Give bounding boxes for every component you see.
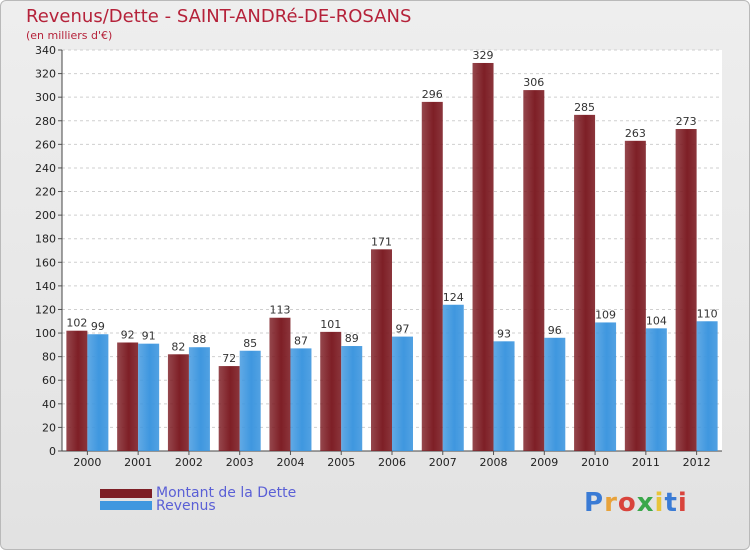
bar-dette xyxy=(574,114,596,451)
y-tick-label: 0 xyxy=(49,445,56,458)
bar-dette xyxy=(624,140,646,452)
data-label: 104 xyxy=(646,314,667,327)
bar-revenus xyxy=(290,348,312,451)
data-label: 88 xyxy=(192,333,206,346)
logo-letter: r xyxy=(604,488,618,518)
y-tick-label: 320 xyxy=(35,68,56,81)
data-label: 273 xyxy=(676,115,697,128)
data-label: 101 xyxy=(320,318,341,331)
data-label: 109 xyxy=(595,308,616,321)
data-label: 96 xyxy=(548,324,562,337)
bar-dette xyxy=(371,249,392,451)
data-label: 99 xyxy=(91,320,105,333)
y-tick-label: 160 xyxy=(35,256,56,269)
data-label: 89 xyxy=(345,332,359,345)
y-tick-label: 80 xyxy=(42,351,56,364)
y-tick-label: 280 xyxy=(35,115,56,128)
data-label: 97 xyxy=(396,323,410,336)
y-tick-label: 60 xyxy=(42,374,56,387)
bar-dette xyxy=(472,62,494,451)
x-tick-label: 2007 xyxy=(429,456,457,469)
proxiti-logo: Proxiti xyxy=(584,488,688,518)
x-tick-label: 2001 xyxy=(124,456,152,469)
data-label: 306 xyxy=(523,76,544,89)
y-tick-label: 20 xyxy=(42,421,56,434)
chart-title: Revenus/Dette - SAINT-ANDRé-DE-ROSANS xyxy=(26,6,412,27)
x-tick-label: 2006 xyxy=(378,456,406,469)
bar-revenus xyxy=(696,321,718,451)
data-label: 296 xyxy=(422,88,443,101)
bar-dette xyxy=(523,90,545,451)
data-label: 85 xyxy=(243,337,257,350)
x-tick-label: 2002 xyxy=(175,456,203,469)
y-tick-label: 200 xyxy=(35,209,56,222)
data-label: 124 xyxy=(443,291,464,304)
y-tick-label: 120 xyxy=(35,303,56,316)
data-label: 110 xyxy=(697,307,718,320)
y-tick-label: 40 xyxy=(42,398,56,411)
bar-revenus xyxy=(188,347,210,451)
data-label: 93 xyxy=(497,327,511,340)
data-label: 113 xyxy=(269,304,290,317)
y-tick-label: 300 xyxy=(35,91,56,104)
data-label: 171 xyxy=(371,235,392,248)
y-tick-label: 100 xyxy=(35,327,56,340)
data-label: 285 xyxy=(574,101,595,114)
logo-letter: P xyxy=(584,488,605,518)
bar-dette xyxy=(421,101,443,452)
bar-revenus xyxy=(595,322,617,451)
data-label: 263 xyxy=(625,127,646,140)
y-tick-label: 240 xyxy=(35,162,56,175)
bar-dette xyxy=(269,317,291,451)
y-tick-label: 340 xyxy=(35,44,56,57)
chart-subtitle: (en milliers d'€) xyxy=(26,29,113,42)
bar-dette xyxy=(66,330,88,451)
logo-letter: i xyxy=(654,488,665,518)
logo-letter: x xyxy=(636,488,655,518)
bar-revenus xyxy=(87,334,109,451)
x-tick-label: 2011 xyxy=(632,456,660,469)
data-label: 92 xyxy=(121,328,135,341)
x-tick-label: 2010 xyxy=(581,456,609,469)
data-label: 102 xyxy=(66,317,87,330)
x-tick-label: 2004 xyxy=(276,456,304,469)
logo-letter: i xyxy=(677,488,688,518)
x-tick-label: 2005 xyxy=(327,456,355,469)
x-tick-label: 2000 xyxy=(73,456,101,469)
bar-revenus xyxy=(392,336,413,451)
x-tick-label: 2003 xyxy=(226,456,254,469)
y-tick-label: 140 xyxy=(35,280,56,293)
bar-revenus xyxy=(341,346,363,451)
bar-dette xyxy=(320,331,342,451)
y-tick-label: 180 xyxy=(35,233,56,246)
bar-dette xyxy=(218,366,240,451)
logo-letter: o xyxy=(617,488,637,518)
bar-revenus xyxy=(239,350,261,451)
x-tick-label: 2008 xyxy=(480,456,508,469)
bar-dette xyxy=(117,342,139,451)
legend-label-revenus: Revenus xyxy=(156,498,216,514)
legend-swatch-revenus xyxy=(100,501,152,510)
data-label: 329 xyxy=(473,49,494,62)
bar-revenus xyxy=(544,337,566,451)
x-tick-label: 2009 xyxy=(530,456,558,469)
data-label: 82 xyxy=(171,340,185,353)
bar-dette xyxy=(675,129,697,452)
bar-chart: 0 20 40 60 80 100 120 140 160 180 200 220 240 260 280 3… xyxy=(35,44,722,469)
legend-swatch-dette xyxy=(100,489,152,498)
data-label: 91 xyxy=(142,330,156,343)
bar-revenus xyxy=(645,328,667,451)
data-label: 87 xyxy=(294,334,308,347)
y-tick-label: 260 xyxy=(35,138,56,151)
bar-dette xyxy=(167,354,189,451)
legend-label-dette: Montant de la Dette xyxy=(156,485,297,501)
bar-revenus xyxy=(138,343,160,451)
data-label: 72 xyxy=(222,352,236,365)
bar-revenus xyxy=(442,304,464,451)
bar-revenus xyxy=(493,341,515,451)
logo-letter: t xyxy=(664,488,678,518)
x-tick-label: 2012 xyxy=(683,456,711,469)
y-tick-label: 220 xyxy=(35,186,56,199)
